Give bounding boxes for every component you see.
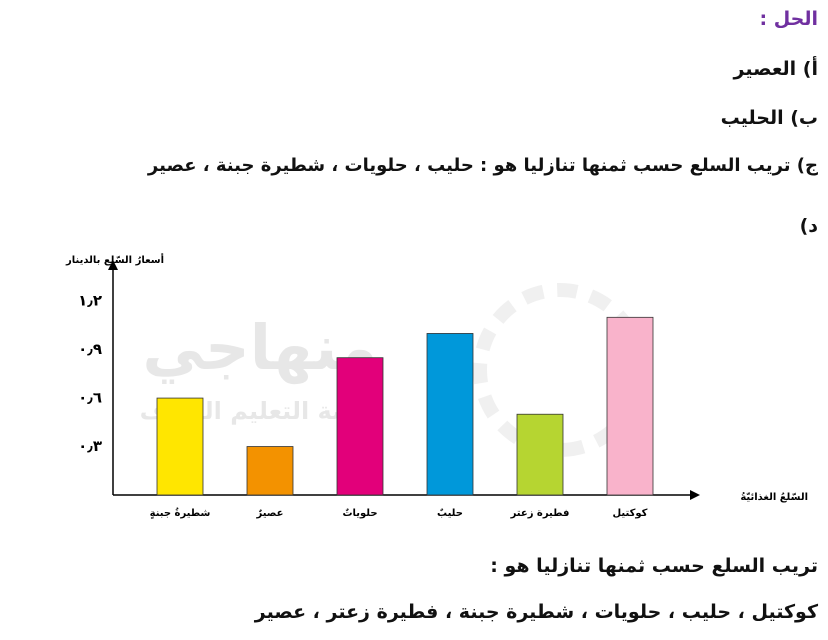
x-tick-label: فطيرة زعتر xyxy=(510,508,570,519)
answer-a: أ) العصير xyxy=(733,58,818,80)
chart: منهاجي منصة التعليم الهادف أسعارُ السّلع… xyxy=(65,253,808,520)
y-tick-label: ١٫٢ xyxy=(78,292,102,310)
bar xyxy=(426,333,474,496)
bar xyxy=(336,357,384,496)
x-tick-label: كوكتيل xyxy=(613,508,648,519)
bar xyxy=(246,446,294,496)
bar xyxy=(606,316,654,496)
x-tick-label: حلوياتٌ xyxy=(342,508,377,519)
bar xyxy=(516,413,564,496)
y-tick-label: ٠٫٩ xyxy=(78,340,102,358)
x-tick-label: شطيرةُ جبنةٍ xyxy=(150,507,211,520)
answer-c: ج) تريب السلع حسب ثمنها تنازليا هو : حلي… xyxy=(147,155,818,176)
x-axis-title: السّلعُ الغذائيّةُ xyxy=(740,491,808,503)
solution-title: الحل : xyxy=(759,8,818,30)
x-tick-label: حليبٌ xyxy=(437,508,463,519)
answer-d: د) xyxy=(799,215,818,237)
answer-b: ب) الحليب xyxy=(720,107,818,129)
y-tick-label: ٠٫٣ xyxy=(78,437,102,455)
y-tick-label: ٠٫٦ xyxy=(78,389,102,407)
conclusion-heading: تريب السلع حسب ثمنها تنازليا هو : xyxy=(490,555,818,577)
y-axis-title: أسعارُ السّلع بالدينار xyxy=(65,253,164,266)
conclusion-order: كوكتيل ، حليب ، حلويات ، شطيرة جبنة ، فط… xyxy=(254,601,818,623)
y-axis-arrow xyxy=(108,260,118,270)
bar xyxy=(156,397,204,496)
x-tick-label: عصيرٌ xyxy=(256,508,284,519)
x-axis-arrow xyxy=(690,490,700,500)
